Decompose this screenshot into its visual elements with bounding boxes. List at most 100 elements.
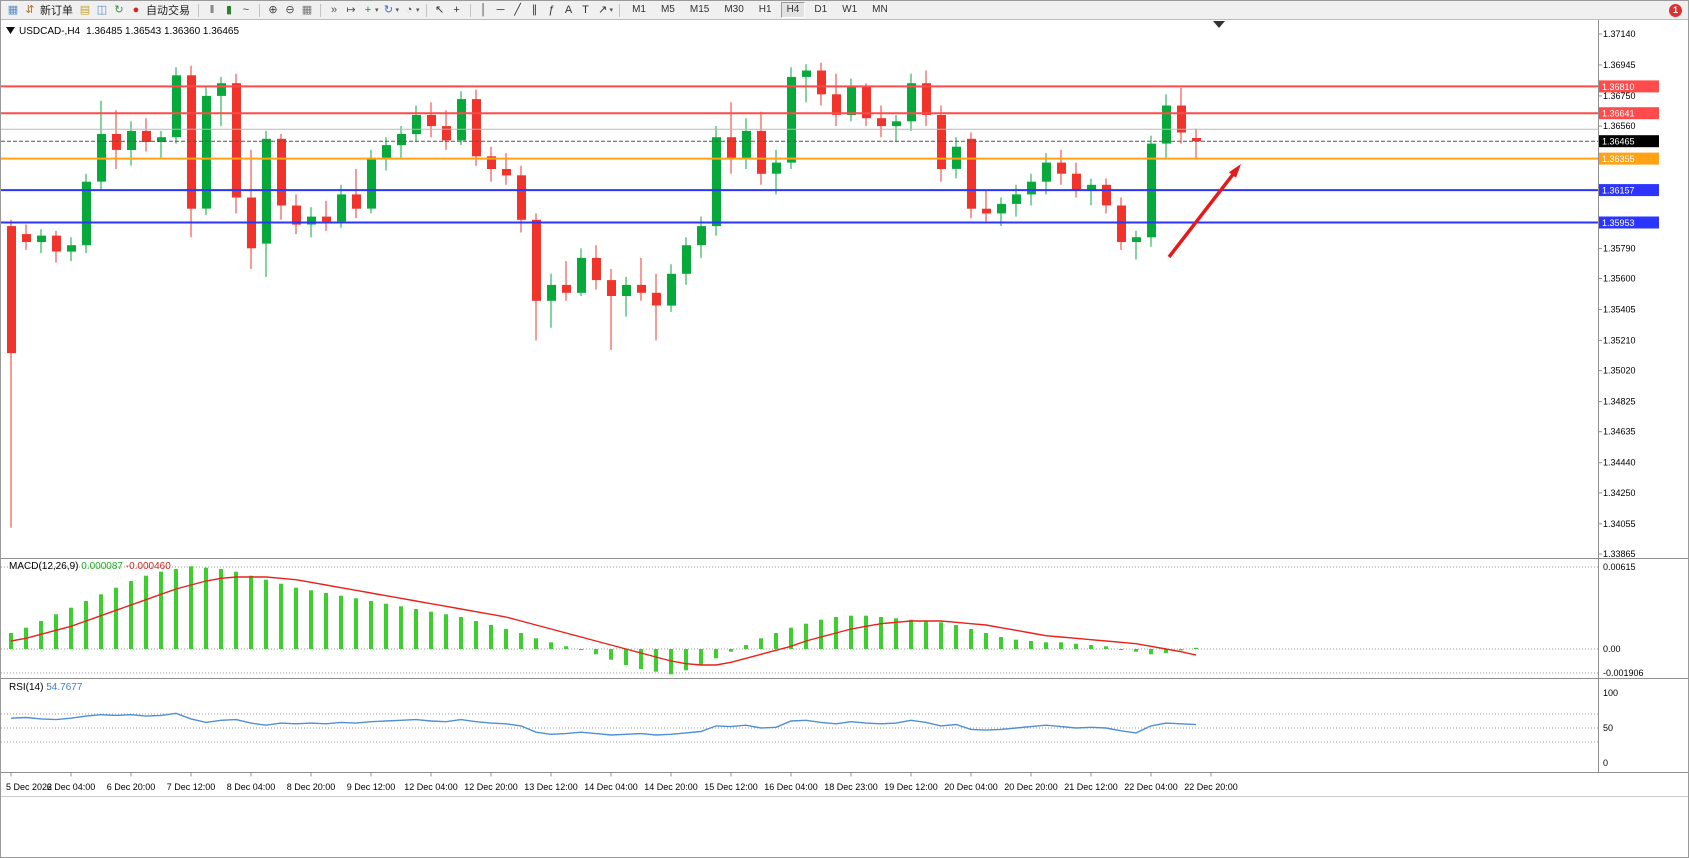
svg-text:7 Dec 12:00: 7 Dec 12:00 bbox=[167, 782, 216, 792]
toolbar-separator bbox=[198, 3, 199, 17]
macd-bar bbox=[1104, 646, 1108, 649]
autotrade-button-label[interactable]: 自动交易 bbox=[146, 5, 190, 17]
macd-bar bbox=[1029, 641, 1033, 649]
candle-body bbox=[382, 145, 391, 158]
new-chart-icon[interactable]: ▦ bbox=[7, 3, 19, 16]
macd-bar bbox=[204, 567, 208, 649]
macd-bar bbox=[1014, 639, 1018, 649]
svg-text:22 Dec 04:00: 22 Dec 04:00 bbox=[1124, 782, 1178, 792]
macd-bar bbox=[564, 646, 568, 649]
macd-bar bbox=[894, 618, 898, 649]
macd-bar bbox=[339, 595, 343, 649]
periods-button[interactable]: ◔ bbox=[405, 3, 413, 16]
candles bbox=[7, 62, 1201, 528]
chart-menu-marker[interactable] bbox=[6, 27, 15, 34]
candle-body bbox=[1042, 162, 1051, 182]
channel-icon[interactable]: ∥ bbox=[531, 3, 538, 16]
timeframe-h1[interactable]: H1 bbox=[758, 4, 772, 15]
macd-bar bbox=[714, 649, 718, 659]
timeframe-m5[interactable]: M5 bbox=[660, 4, 675, 15]
horizontal-line-icon[interactable]: ─ bbox=[496, 3, 505, 16]
text-label-icon[interactable]: T bbox=[582, 3, 589, 16]
indicators-button[interactable]: + bbox=[364, 3, 372, 16]
svg-text:0.00: 0.00 bbox=[1603, 644, 1621, 654]
chart-shift-icon[interactable]: ↦ bbox=[346, 3, 356, 16]
macd-name: MACD(12,26,9) bbox=[9, 561, 79, 572]
macd-bar bbox=[444, 614, 448, 649]
refresh-icon[interactable]: ↻ bbox=[114, 3, 124, 16]
candle-body bbox=[1132, 237, 1141, 242]
zoom-in-icon[interactable]: ⊕ bbox=[268, 3, 278, 16]
candle-body bbox=[1057, 162, 1066, 174]
new-order-button[interactable]: ⇵ bbox=[25, 3, 35, 16]
candle-body bbox=[262, 138, 271, 244]
trendline-icon[interactable]: ╱ bbox=[514, 3, 521, 16]
candle-body bbox=[307, 216, 316, 225]
cursor-icon[interactable]: ↖ bbox=[434, 3, 445, 16]
candle-body bbox=[112, 134, 121, 150]
candle-body bbox=[1177, 105, 1186, 133]
indicators-button-dropdown[interactable]: ▾ bbox=[375, 7, 379, 14]
svg-text:5 Dec 2022: 5 Dec 2022 bbox=[6, 782, 52, 792]
macd-bar bbox=[534, 638, 538, 649]
timeframe-m15[interactable]: M15 bbox=[689, 4, 710, 15]
svg-text:1.36465: 1.36465 bbox=[1602, 137, 1635, 147]
trend-arrow[interactable] bbox=[1167, 164, 1241, 259]
text-icon[interactable]: A bbox=[564, 3, 573, 16]
candle-body bbox=[742, 130, 751, 158]
candle-body bbox=[292, 205, 301, 225]
candle-body bbox=[1192, 138, 1201, 142]
tile-windows-icon[interactable]: ▦ bbox=[301, 3, 313, 16]
candle-body bbox=[52, 235, 61, 252]
data-window-icon[interactable]: ◫ bbox=[96, 3, 108, 16]
candle-body bbox=[67, 245, 76, 252]
new-order-button-label[interactable]: 新订单 bbox=[40, 5, 73, 17]
timeframe-d1[interactable]: D1 bbox=[814, 4, 828, 15]
candle-body bbox=[7, 226, 16, 354]
notification-badge[interactable]: 1 bbox=[1669, 3, 1682, 17]
macd-bar bbox=[324, 593, 328, 649]
timeframe-m1[interactable]: M1 bbox=[632, 4, 646, 15]
templates-button-dropdown[interactable]: ▾ bbox=[395, 7, 400, 14]
vertical-line-icon[interactable]: │ bbox=[480, 3, 487, 16]
macd-bar bbox=[234, 571, 238, 649]
candle-body bbox=[937, 115, 946, 169]
candle-body bbox=[772, 162, 781, 174]
bar-chart-icon[interactable]: ‖ bbox=[209, 3, 215, 16]
price-tag bbox=[1599, 184, 1659, 197]
svg-text:19 Dec 12:00: 19 Dec 12:00 bbox=[884, 782, 938, 792]
arrows-icon-dropdown[interactable]: ▾ bbox=[609, 7, 614, 14]
svg-text:15 Dec 12:00: 15 Dec 12:00 bbox=[704, 782, 758, 792]
crosshair-icon[interactable]: + bbox=[453, 3, 460, 16]
symbol-period-label: USDCAD-,H4 bbox=[19, 26, 81, 37]
macd-bar bbox=[309, 590, 313, 649]
templates-button[interactable]: ↻ bbox=[383, 3, 394, 16]
autotrade-button[interactable]: ● bbox=[132, 3, 140, 16]
candle-body bbox=[352, 194, 361, 209]
timeframe-h4[interactable]: H4 bbox=[780, 2, 806, 18]
timeframe-m30[interactable]: M30 bbox=[724, 4, 744, 15]
zoom-out-icon[interactable]: ⊖ bbox=[285, 3, 295, 16]
macd-bar bbox=[579, 649, 583, 650]
charts-profile-icon[interactable]: ▤ bbox=[79, 3, 91, 16]
candlestick-chart-icon[interactable]: ▮ bbox=[225, 3, 233, 16]
candle-body bbox=[1072, 173, 1081, 190]
candle-body bbox=[472, 99, 481, 157]
macd-bar bbox=[909, 619, 913, 649]
macd-indicator-label: MACD(12,26,9) 0.000087 -0.000460 bbox=[9, 561, 171, 572]
auto-scroll-icon[interactable]: » bbox=[330, 3, 338, 16]
macd-bar bbox=[684, 649, 688, 671]
arrows-icon[interactable]: ↗ bbox=[597, 3, 608, 16]
macd-bar bbox=[654, 649, 658, 672]
fibonacci-icon[interactable]: ƒ bbox=[548, 3, 555, 16]
candle-body bbox=[712, 137, 721, 227]
timeframe-mn[interactable]: MN bbox=[872, 4, 888, 15]
timeframe-w1[interactable]: W1 bbox=[842, 4, 858, 15]
candle-body bbox=[427, 115, 436, 127]
periods-button-dropdown[interactable]: ▾ bbox=[416, 7, 420, 14]
support-resistance-lines[interactable] bbox=[1, 85, 1598, 224]
chart-shift-marker[interactable] bbox=[1213, 21, 1225, 28]
macd-bar bbox=[1059, 642, 1063, 649]
line-chart-icon[interactable]: ~ bbox=[242, 3, 250, 16]
